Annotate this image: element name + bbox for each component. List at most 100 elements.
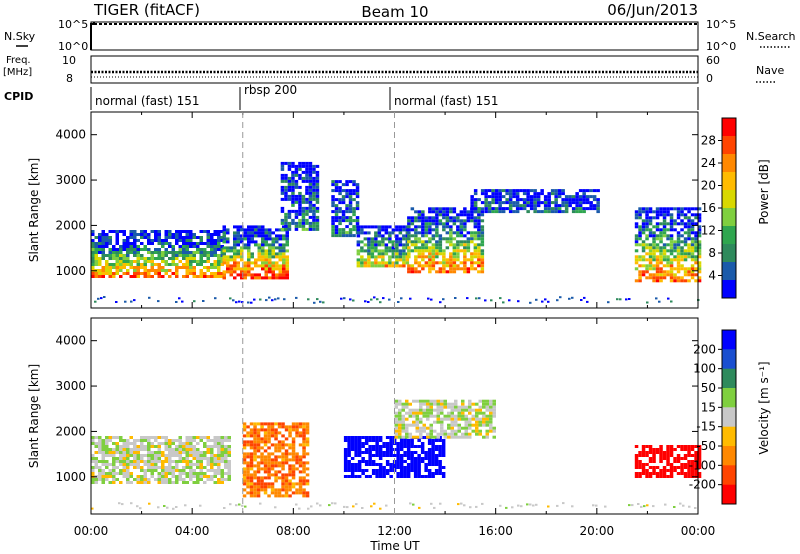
heatmap-cell bbox=[150, 275, 154, 278]
heatmap-cell bbox=[288, 482, 292, 486]
heatmap-cell bbox=[185, 239, 189, 242]
heatmap-cell bbox=[449, 255, 453, 259]
heatmap-cell bbox=[350, 439, 355, 442]
heatmap-cell bbox=[648, 219, 653, 223]
heatmap-cell bbox=[578, 189, 583, 193]
heatmap-cell bbox=[417, 216, 422, 220]
heatmap-cell bbox=[540, 210, 544, 214]
heatmap-cell bbox=[161, 245, 165, 248]
heatmap-cell bbox=[287, 212, 292, 216]
heatmap-cell bbox=[414, 240, 418, 244]
heatmap-cell bbox=[669, 222, 674, 226]
heatmap-cell bbox=[267, 440, 271, 444]
heatmap-cell bbox=[478, 420, 482, 424]
heatmap-cell bbox=[582, 192, 586, 196]
heatmap-cell bbox=[182, 469, 186, 472]
heatmap-cell bbox=[143, 275, 147, 278]
heatmap-cell bbox=[441, 442, 446, 445]
heatmap-cell bbox=[402, 252, 406, 256]
heatmap-cell bbox=[185, 439, 189, 442]
heatmap-cell bbox=[199, 275, 203, 278]
heatmap-cell bbox=[274, 470, 278, 474]
heatmap-cell bbox=[512, 192, 516, 196]
heatmap-cell bbox=[470, 264, 474, 268]
heatmap-cell bbox=[368, 448, 372, 451]
heatmap-cell bbox=[217, 442, 221, 445]
heatmap-cell bbox=[652, 279, 656, 283]
heatmap-cell bbox=[375, 448, 379, 451]
heatmap-cell bbox=[254, 228, 258, 232]
heatmap-cell bbox=[94, 260, 98, 263]
heatmap-cell bbox=[224, 436, 228, 439]
heatmap-cell bbox=[435, 231, 439, 235]
heatmap-cell bbox=[391, 261, 396, 265]
heatmap-cell bbox=[108, 448, 112, 451]
heatmap-cell bbox=[277, 431, 282, 435]
heatmap-cell bbox=[185, 269, 189, 272]
heatmap-cell bbox=[98, 239, 102, 242]
heatmap-cell bbox=[182, 266, 186, 269]
heatmap-cell bbox=[236, 273, 240, 277]
heatmap-cell bbox=[403, 445, 407, 448]
heatmap-cell bbox=[463, 225, 467, 229]
heatmap-cell bbox=[143, 460, 147, 463]
heatmap-cell bbox=[355, 204, 360, 208]
heatmap-cell bbox=[454, 420, 458, 424]
heatmap-cell bbox=[233, 246, 237, 250]
heatmap-cell bbox=[206, 463, 210, 466]
heatmap-cell bbox=[305, 422, 310, 426]
velocity-ylabel: Slant Range [km] bbox=[27, 364, 41, 468]
heatmap-cell bbox=[662, 222, 667, 226]
heatmap-cell bbox=[374, 237, 378, 241]
heatmap-cell bbox=[210, 475, 214, 478]
heatmap-cell bbox=[363, 225, 368, 229]
heatmap-cell bbox=[161, 266, 165, 269]
heatmap-cell bbox=[242, 476, 247, 480]
heatmap-cell bbox=[676, 454, 681, 457]
heatmap-cell bbox=[263, 488, 268, 492]
heatmap-cell bbox=[450, 402, 454, 406]
heatmap-cell bbox=[101, 442, 105, 445]
heatmap-cell bbox=[243, 273, 247, 277]
heatmap-cell bbox=[652, 466, 656, 469]
heatmap-cell bbox=[641, 219, 646, 223]
heatmap-cell bbox=[522, 189, 527, 193]
heatmap-cell bbox=[414, 261, 418, 265]
heatmap-cell bbox=[331, 204, 335, 208]
heatmap-cell bbox=[164, 466, 168, 469]
heatmap-cell bbox=[394, 429, 398, 433]
heatmap-cell bbox=[270, 452, 275, 456]
heatmap-cell bbox=[305, 197, 309, 201]
heatmap-cell bbox=[250, 225, 254, 229]
heatmap-cell bbox=[224, 472, 228, 475]
heatmap-cell bbox=[427, 463, 432, 466]
ytick-label: 3000 bbox=[55, 173, 86, 187]
heatmap-cell bbox=[305, 173, 309, 177]
heatmap-cell bbox=[185, 451, 189, 454]
heatmap-cell bbox=[196, 260, 200, 263]
heatmap-cell bbox=[108, 230, 112, 233]
heatmap-cell bbox=[355, 222, 360, 226]
heatmap-cell bbox=[264, 255, 268, 259]
heatmap-cell bbox=[526, 195, 530, 199]
heatmap-cell bbox=[126, 236, 130, 239]
heatmap-cell bbox=[395, 243, 399, 247]
heatmap-cell bbox=[253, 491, 257, 495]
heatmap-cell bbox=[489, 426, 493, 430]
heatmap-cell bbox=[140, 248, 144, 251]
heatmap-cell bbox=[405, 423, 409, 427]
heatmap-cell bbox=[280, 221, 285, 225]
heatmap-cell bbox=[683, 273, 688, 277]
heatmap-cell bbox=[676, 255, 681, 259]
heatmap-cell bbox=[256, 449, 261, 453]
heatmap-cell bbox=[233, 231, 237, 235]
heatmap-cell bbox=[431, 210, 436, 214]
heatmap-cell bbox=[270, 464, 275, 468]
heatmap-cell bbox=[310, 505, 313, 508]
heatmap-cell bbox=[185, 251, 189, 254]
heatmap-cell bbox=[402, 234, 406, 238]
heatmap-cell bbox=[256, 431, 261, 435]
heatmap-cell bbox=[367, 261, 371, 265]
heatmap-cell bbox=[463, 228, 467, 232]
heatmap-cell bbox=[470, 258, 474, 262]
